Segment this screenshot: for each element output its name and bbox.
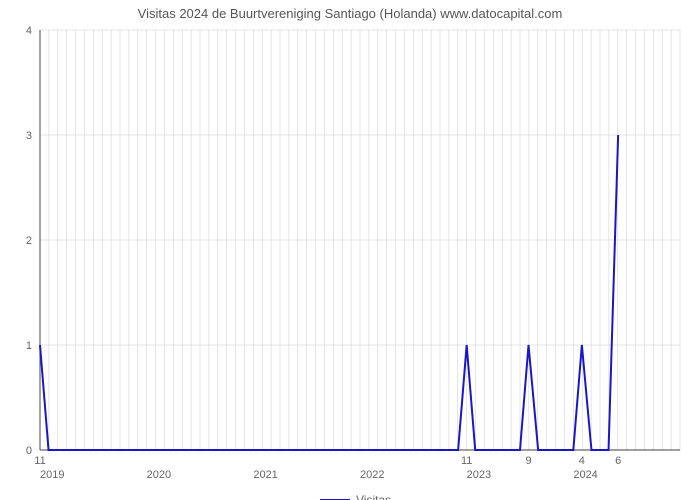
y-tick-label: 1 [26,340,32,352]
peak-label: 6 [615,455,621,467]
y-tick-label: 2 [26,235,32,247]
peak-label: 9 [525,455,531,467]
x-year-label: 2019 [40,469,64,481]
y-tick-label: 3 [26,130,32,142]
peak-label: 11 [461,455,472,467]
chart-title: Visitas 2024 de Buurtvereniging Santiago… [138,6,563,21]
y-tick-label: 4 [26,25,32,37]
x-year-label: 2020 [147,469,171,481]
x-year-label: 2021 [253,469,277,481]
x-year-label: 2022 [360,469,384,481]
chart-container: Visitas 2024 de Buurtvereniging Santiago… [0,0,700,500]
line-chart: Visitas 2024 de Buurtvereniging Santiago… [0,0,700,500]
peak-label: 4 [579,455,585,467]
y-tick-label: 0 [26,445,32,457]
legend-label: Visitas [356,493,391,500]
peak-label: 11 [34,455,45,467]
x-year-label: 2024 [573,469,597,481]
x-year-label: 2023 [467,469,491,481]
